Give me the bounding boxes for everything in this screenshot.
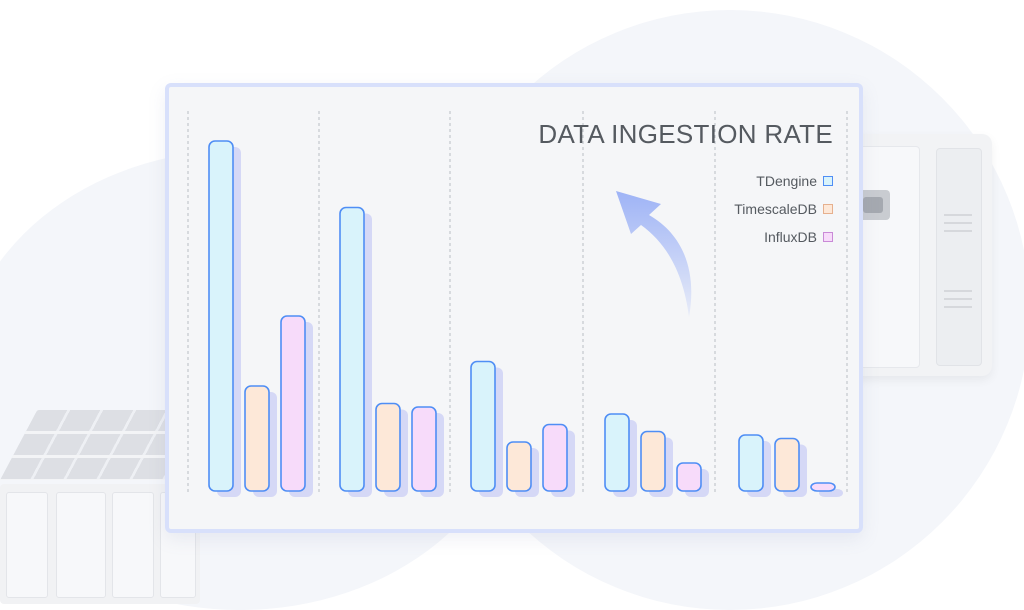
bar-tdengine <box>470 360 496 492</box>
bar-timescaledb <box>244 385 270 492</box>
bar-timescaledb <box>375 402 401 492</box>
bar-chart <box>187 111 848 497</box>
bar-timescaledb <box>774 437 800 492</box>
cabinet-panel <box>936 148 982 366</box>
legend-label: TDengine <box>756 173 817 189</box>
legend-label: TimescaleDB <box>734 201 817 217</box>
bar-influxdb <box>542 423 568 492</box>
bar-influxdb <box>676 462 702 492</box>
bar-influxdb <box>411 406 437 492</box>
legend-item-tdengine: TDengine <box>734 167 833 195</box>
bar-influxdb <box>280 315 306 492</box>
legend-label: InfluxDB <box>764 229 817 245</box>
bar-timescaledb <box>506 441 532 492</box>
legend-swatch <box>823 232 833 242</box>
bar-timescaledb <box>640 430 666 492</box>
bar-tdengine <box>604 413 630 492</box>
bar-influxdb <box>810 482 836 492</box>
legend-item-timescaledb: TimescaleDB <box>734 195 833 223</box>
up-arrow-icon <box>616 191 692 317</box>
legend-swatch <box>823 176 833 186</box>
chart-legend: TDengine TimescaleDB InfluxDB <box>734 167 833 251</box>
chart-title: DATA INGESTION RATE <box>538 119 833 149</box>
bar-tdengine <box>208 140 234 492</box>
legend-swatch <box>823 204 833 214</box>
chart-panel: DATA INGESTION RATE TDengine TimescaleDB… <box>165 83 863 533</box>
bar-tdengine <box>738 434 764 492</box>
legend-item-influxdb: InfluxDB <box>734 223 833 251</box>
bar-tdengine <box>339 206 365 492</box>
